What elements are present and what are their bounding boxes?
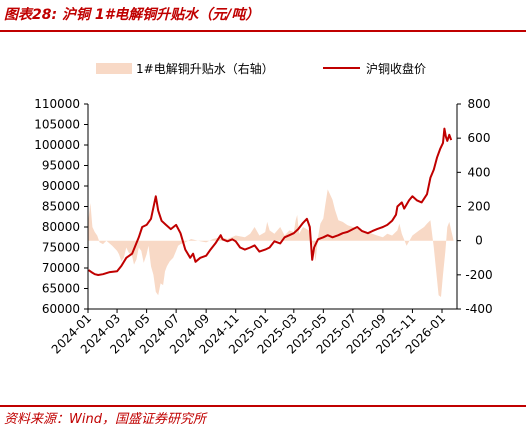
left-tick-label: 100000	[34, 138, 80, 152]
right-axis-ticks: -400 -200 0 200 400 600 800	[457, 97, 493, 316]
chart-axes	[87, 104, 458, 310]
left-tick-label: 80000	[42, 220, 80, 234]
legend-label-close: 沪铜收盘价	[366, 61, 426, 76]
right-tick-label: 600	[468, 131, 491, 145]
right-tick-label: 0	[475, 234, 483, 248]
left-tick-label: 75000	[42, 241, 80, 255]
source-note: 资料来源：Wind，国盛证券研究所	[4, 412, 206, 427]
copper-price-chart: 1#电解铜升贴水（右轴） 沪铜收盘价 60000 65000 70000 75000 8…	[34, 61, 493, 357]
right-tick-label: -200	[465, 268, 492, 282]
right-tick-label: -400	[465, 302, 492, 316]
legend-swatch-spread	[96, 63, 132, 74]
left-tick-label: 60000	[42, 302, 80, 316]
left-tick-label: 95000	[42, 159, 80, 173]
left-axis-ticks: 60000 65000 70000 75000 80000 85000 90000 95000…	[34, 97, 88, 316]
left-tick-label: 90000	[42, 179, 80, 193]
figure-title: 图表28: 沪铜 1#电解铜升贴水（元/吨）	[4, 7, 260, 23]
left-tick-label: 85000	[42, 200, 80, 214]
left-tick-label: 65000	[42, 282, 80, 296]
close-price-line	[87, 127, 453, 276]
left-tick-label: 70000	[42, 261, 80, 275]
right-tick-label: 800	[468, 97, 491, 111]
left-tick-label: 105000	[34, 118, 80, 132]
right-tick-label: 400	[468, 165, 491, 179]
x-axis-ticks: 2024-012024-032024-052024-072024-092024-…	[49, 309, 448, 357]
chart-legend: 1#电解铜升贴水（右轴） 沪铜收盘价	[96, 61, 426, 76]
source-divider	[0, 405, 526, 407]
close-price-line-layer	[87, 127, 453, 276]
left-tick-label: 110000	[34, 97, 80, 111]
spread-area	[88, 189, 454, 297]
legend-label-spread: 1#电解铜升贴水（右轴）	[136, 61, 274, 76]
title-divider	[0, 30, 526, 32]
right-tick-label: 200	[468, 200, 491, 214]
spread-area-layer	[88, 189, 454, 297]
